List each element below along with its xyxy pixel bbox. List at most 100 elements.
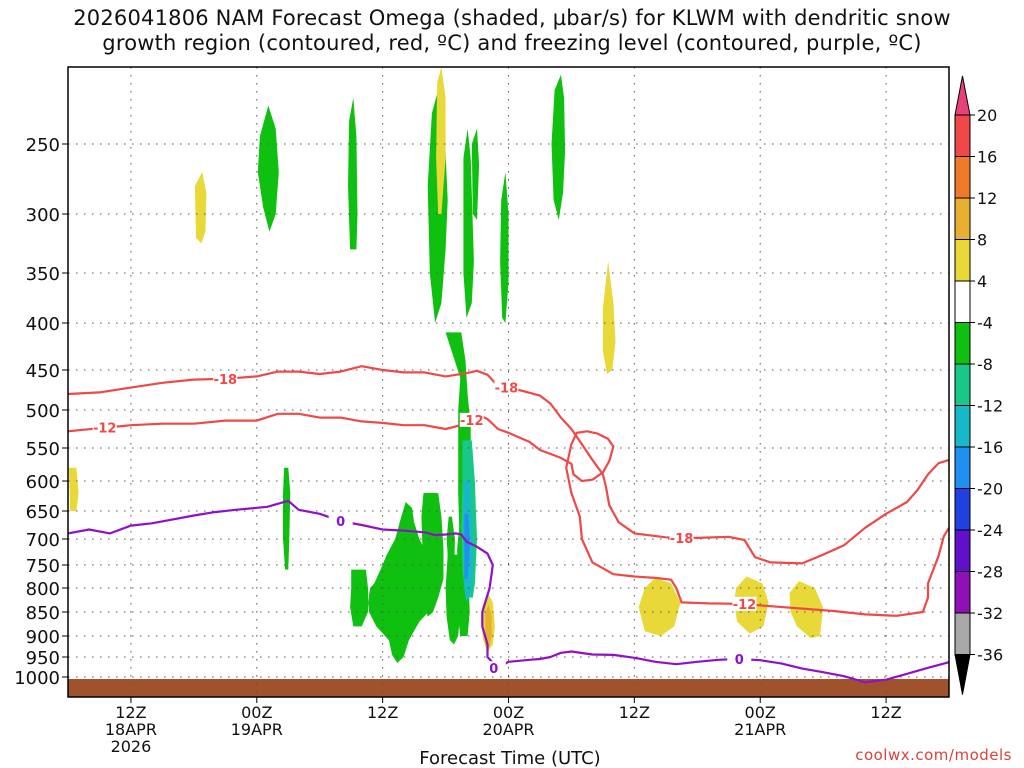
x-tick-label-24-1: 00Z	[241, 703, 272, 722]
contour-label-8: 0	[735, 653, 744, 668]
colorbar-label-4: 4	[977, 272, 987, 291]
y-tick-label-650: 650	[26, 502, 60, 523]
omega-region-19	[436, 67, 446, 214]
colorbar-label-13: -36	[977, 646, 1003, 665]
colorbar-label-5: -4	[977, 314, 993, 333]
colorbar-label-2: 12	[977, 189, 997, 208]
y-tick-label-950: 950	[26, 648, 60, 669]
colorbar-swatch-12	[954, 571, 971, 614]
contour-label-5: -12	[733, 598, 757, 613]
omega-region-10	[463, 128, 474, 318]
colorbar-label-8: -16	[977, 438, 1003, 457]
contour-label-bg-1	[494, 380, 519, 395]
omega-region-0	[368, 502, 433, 663]
colorbar: 20 16 12 8 4 -4 -8 -12 -16 -20 -24 -28 -32 -36	[954, 75, 1003, 695]
omega-region-7	[257, 105, 279, 232]
colorbar-label-11: -28	[977, 563, 1003, 582]
y-tick-label-550: 550	[26, 439, 60, 460]
colorbar-swatch-9	[954, 446, 971, 489]
ground-surface	[68, 679, 949, 697]
x-tick-label-36-1: 12Z	[367, 703, 398, 722]
colorbar-label-6: -8	[977, 355, 993, 374]
omega-region-11	[500, 172, 509, 323]
contour-label-0: -18	[214, 373, 238, 388]
x-tick-label-24-2: 19APR	[231, 720, 283, 739]
y-tick-label-850: 850	[26, 603, 60, 624]
contour-label-2: -18	[670, 532, 694, 547]
y-tick-label-700: 700	[26, 530, 60, 551]
x-tick-label-12-3: 2026	[111, 737, 152, 756]
y-tick-label-250: 250	[26, 135, 60, 156]
y-tick-label-750: 750	[26, 556, 60, 577]
y-tick-label-400: 400	[26, 314, 60, 335]
colorbar-swatch-1	[954, 114, 971, 157]
contour-label-bg-7	[481, 661, 506, 676]
contour-line-0	[67, 365, 950, 565]
omega-region-8	[348, 97, 358, 250]
temperature-contours: -18 -18 -18 -12 -12 -12 0 0 0	[67, 365, 950, 684]
colorbar-top-arrow	[954, 75, 971, 116]
y-tick-label-900: 900	[26, 627, 60, 648]
colorbar-swatch-6	[954, 322, 971, 365]
contour-label-1: -18	[495, 382, 519, 397]
y-tick-label-600: 600	[26, 472, 60, 493]
contour-label-6: 0	[336, 515, 345, 530]
contour-line-1	[67, 412, 950, 617]
colorbar-label-0: 20	[977, 106, 997, 125]
omega-region-20	[602, 261, 616, 374]
contour-label-bg-4	[459, 412, 484, 427]
omega-region-25	[485, 604, 492, 649]
contour-label-4: -12	[460, 414, 484, 429]
colorbar-swatch-5	[954, 280, 971, 323]
colorbar-swatch-4	[954, 239, 971, 282]
colorbar-label-10: -24	[977, 521, 1003, 540]
contour-label-bg-8	[727, 652, 752, 666]
contour-label-bg-6	[328, 514, 353, 529]
colorbar-label-7: -12	[977, 397, 1003, 416]
colorbar-swatch-8	[954, 405, 971, 448]
colorbar-swatch-13	[954, 612, 971, 655]
omega-region-13	[551, 74, 566, 220]
grid-lines	[68, 67, 949, 697]
contour-label-bg-5	[732, 596, 757, 611]
contour-label-bg-3	[92, 420, 117, 435]
credit-link[interactable]: coolwx.com/models	[855, 746, 1012, 764]
omega-region-4	[445, 554, 461, 645]
omega-region-5	[446, 516, 455, 570]
y-tick-label-500: 500	[26, 401, 60, 422]
omega-region-18	[69, 467, 79, 511]
omega-region-2	[350, 569, 368, 627]
omega-region-3	[421, 493, 444, 617]
colorbar-label-12: -32	[977, 604, 1003, 623]
contour-label-3: -12	[93, 421, 117, 436]
colorbar-swatch-2	[954, 156, 971, 199]
x-tick-label-72-2: 21APR	[734, 720, 786, 739]
omega-region-12	[471, 128, 480, 220]
chart-title: 2026041806 NAM Forecast Omega (shaded, µ…	[73, 6, 951, 55]
x-tick-label-12-1: 12Z	[115, 703, 146, 722]
y-tick-label-450: 450	[26, 361, 60, 382]
contour-label-7: 0	[489, 662, 498, 677]
x-tick-label-12-2: 18APR	[105, 720, 157, 739]
x-axis-label: Forecast Time (UTC)	[419, 748, 600, 768]
colorbar-swatch-11	[954, 529, 971, 572]
y-tick-label-1000: 1000	[14, 668, 60, 689]
colorbar-swatch-3	[954, 197, 971, 240]
x-tick-label-84-1: 12Z	[870, 703, 901, 722]
colorbar-label-1: 16	[977, 148, 997, 167]
y-tick-label-350: 350	[26, 264, 60, 285]
omega-region-22	[638, 577, 681, 636]
colorbar-label-9: -20	[977, 480, 1003, 499]
x-tick-label-72-1: 00Z	[745, 703, 776, 722]
y-tick-label-300: 300	[26, 205, 60, 226]
colorbar-swatch-7	[954, 363, 971, 406]
contour-label-bg-0	[213, 371, 238, 386]
y-tick-label-800: 800	[26, 579, 60, 600]
omega-region-17	[194, 172, 207, 244]
contour-line-2	[67, 499, 950, 684]
x-tick-label-48-2: 20APR	[482, 720, 534, 739]
colorbar-swatch-10	[954, 488, 971, 531]
